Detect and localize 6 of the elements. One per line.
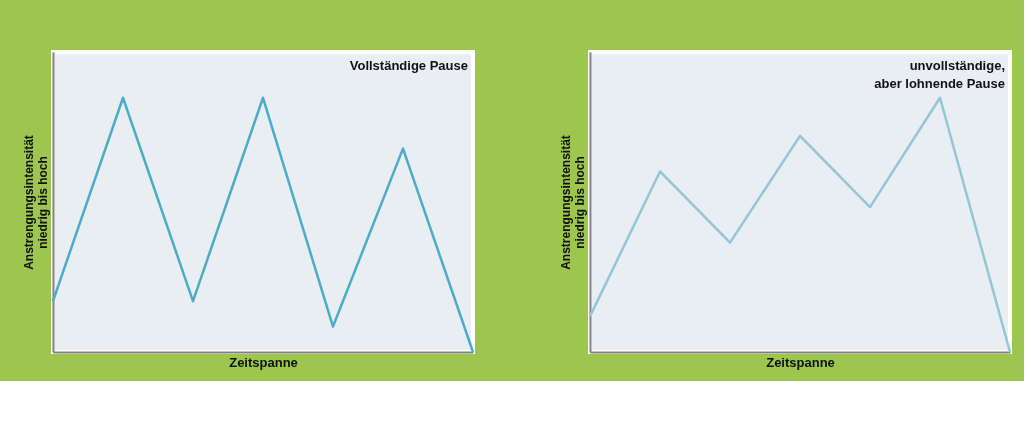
y-axis-title: Anstrengungsintensität niedrig bis hoch — [558, 135, 587, 270]
y-axis-title: Anstrengungsintensität niedrig bis hoch — [21, 135, 50, 270]
x-axis-title: Zeitspanne — [229, 354, 298, 370]
chart-title: unvollständige, aber lohnende Pause — [874, 58, 1005, 91]
x-axis-title: Zeitspanne — [766, 354, 835, 370]
chart-title: Vollständige Pause — [349, 58, 468, 73]
